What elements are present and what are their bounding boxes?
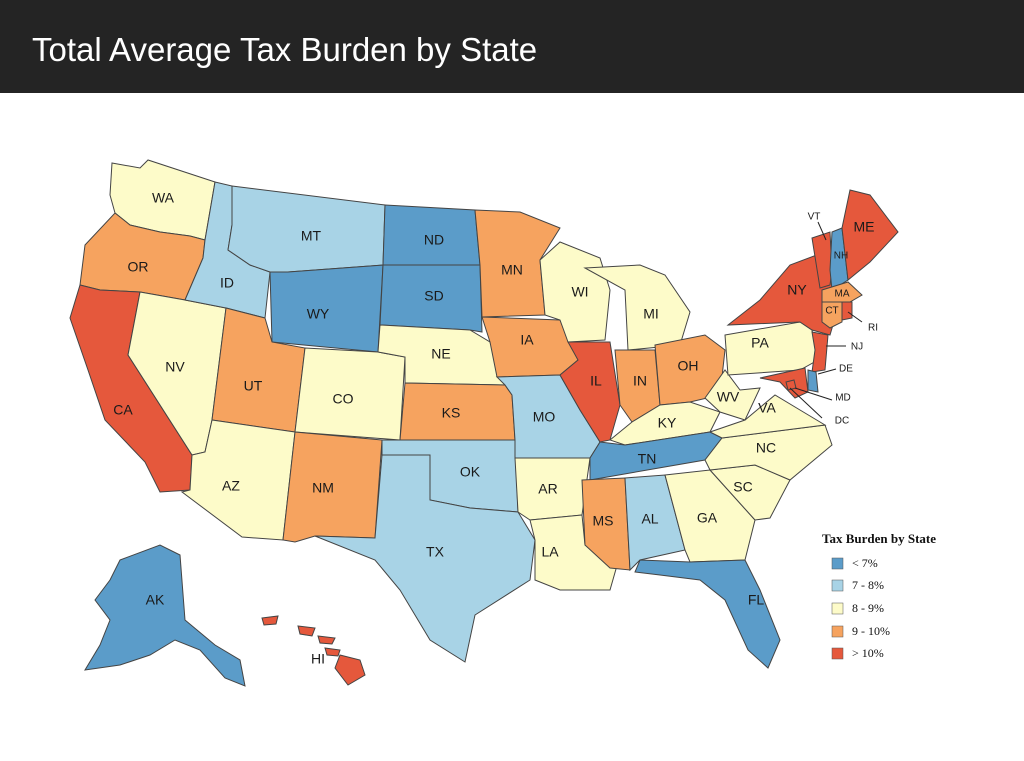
label-mi: MI	[643, 306, 659, 322]
state-ms	[581, 477, 631, 571]
label-wy: WY	[307, 306, 330, 322]
legend-label: 8 - 9%	[852, 601, 884, 615]
state-wv	[704, 369, 761, 421]
us-map: WA OR CA NV ID MT WY UT AZ CO NM ND SD N…	[69, 159, 936, 687]
label-nd: ND	[424, 232, 444, 248]
legend-title: Tax Burden by State	[822, 531, 936, 546]
label-pa: PA	[751, 335, 769, 351]
state-sd	[379, 264, 483, 333]
state-wi	[539, 241, 611, 343]
label-ia: IA	[520, 332, 534, 348]
label-nh: NH	[834, 251, 848, 262]
label-nm: NM	[312, 480, 334, 496]
label-vt: VT	[808, 212, 821, 223]
label-ak: AK	[146, 592, 165, 608]
state-fl	[634, 559, 781, 669]
legend-label: < 7%	[852, 556, 878, 570]
legend-item: 8 - 9%	[831, 601, 884, 615]
label-ca: CA	[113, 402, 133, 418]
legend-label: 9 - 10%	[852, 624, 890, 638]
label-la: LA	[541, 544, 559, 560]
label-ga: GA	[697, 510, 718, 526]
label-ks: KS	[442, 405, 461, 421]
legend-swatch	[831, 557, 844, 570]
label-ky: KY	[658, 415, 677, 431]
label-ok: OK	[460, 464, 481, 480]
label-md: MD	[835, 393, 851, 404]
label-wv: WV	[717, 389, 740, 405]
label-ar: AR	[538, 481, 557, 497]
label-ne: NE	[431, 346, 450, 362]
leader-lines	[789, 221, 863, 419]
label-oh: OH	[678, 358, 699, 374]
legend-label: 7 - 8%	[852, 578, 884, 592]
state-de	[807, 369, 819, 393]
state-al	[624, 474, 686, 572]
label-me: ME	[854, 219, 875, 235]
label-tn: TN	[638, 451, 657, 467]
title-bar: Total Average Tax Burden by State	[0, 0, 1024, 93]
label-co: CO	[333, 391, 354, 407]
label-wi: WI	[571, 284, 588, 300]
state-ak	[84, 544, 246, 687]
state-me	[841, 189, 899, 281]
label-id: ID	[220, 275, 234, 291]
legend: Tax Burden by State < 7% 7 - 8% 8 - 9% 9…	[822, 531, 936, 660]
label-sc: SC	[733, 479, 752, 495]
state-nj	[811, 331, 829, 373]
label-tx: TX	[426, 544, 445, 560]
label-wa: WA	[152, 190, 175, 206]
label-dc: DC	[835, 416, 849, 427]
label-fl: FL	[748, 592, 765, 608]
label-mt: MT	[301, 228, 322, 244]
label-mn: MN	[501, 262, 523, 278]
state-md	[759, 367, 809, 399]
state-mi	[583, 264, 691, 351]
label-mo: MO	[533, 409, 556, 425]
legend-swatch	[831, 579, 844, 592]
label-or: OR	[128, 259, 149, 275]
label-nj: NJ	[851, 342, 863, 353]
legend-item: 7 - 8%	[831, 578, 884, 592]
state-hi	[261, 615, 366, 686]
state-wy	[269, 264, 384, 353]
legend-label: > 10%	[852, 646, 884, 660]
state-ri	[841, 301, 853, 321]
label-de: DE	[839, 364, 853, 375]
label-ut: UT	[244, 378, 263, 394]
state-labels: WA OR CA NV ID MT WY UT AZ CO NM ND SD N…	[113, 190, 878, 667]
label-ny: NY	[787, 282, 807, 298]
state-ct	[821, 301, 843, 329]
state-co	[294, 347, 406, 441]
label-al: AL	[641, 511, 658, 527]
label-il: IL	[590, 373, 602, 389]
legend-item: < 7%	[831, 556, 878, 570]
state-shapes	[69, 159, 899, 687]
label-nc: NC	[756, 440, 776, 456]
label-va: VA	[758, 400, 776, 416]
legend-swatch	[831, 602, 844, 615]
label-ct: CT	[825, 306, 838, 317]
page-title: Total Average Tax Burden by State	[32, 31, 538, 68]
label-hi: HI	[311, 651, 325, 667]
legend-swatch	[831, 625, 844, 638]
legend-item: > 10%	[831, 646, 884, 660]
legend-swatch	[831, 647, 844, 660]
legend-item: 9 - 10%	[831, 624, 890, 638]
state-la	[529, 514, 621, 591]
label-nv: NV	[165, 359, 185, 375]
state-ca	[69, 284, 193, 493]
state-pa	[724, 321, 819, 376]
label-az: AZ	[222, 478, 240, 494]
label-sd: SD	[424, 288, 443, 304]
label-ms: MS	[593, 513, 614, 529]
state-ma	[821, 281, 863, 303]
state-tx	[314, 454, 536, 663]
label-in: IN	[633, 373, 647, 389]
label-ri: RI	[868, 323, 878, 334]
label-ma: MA	[835, 289, 850, 300]
